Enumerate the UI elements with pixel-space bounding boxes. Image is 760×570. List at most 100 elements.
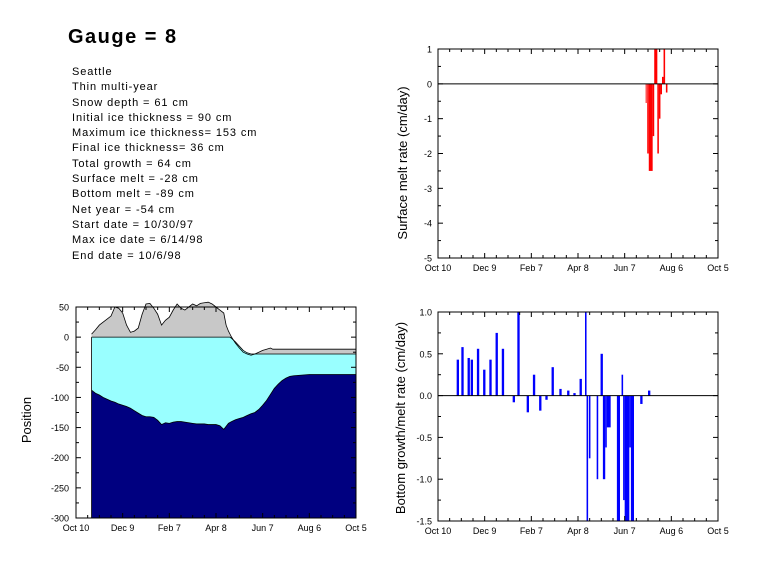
x-tick-label: Aug 6 [660, 526, 684, 536]
bar-2-30 [623, 395, 625, 501]
x-tick-label: Jun 7 [614, 263, 636, 273]
y-tick-label: -1 [424, 114, 432, 124]
bar-2-28 [616, 395, 620, 521]
y-tick-label: -300 [51, 514, 69, 524]
ice-bottom-line [91, 374, 356, 430]
x-tick-label: Feb 7 [520, 526, 543, 536]
info-surface-melt: Surface melt = -28 cm [72, 173, 199, 186]
bar-2-8 [501, 348, 505, 396]
y-tick-label: 1 [427, 45, 432, 55]
bar-1-5 [657, 83, 659, 154]
info-max-thickness: Maximum ice thickness= 153 cm [72, 127, 258, 140]
plot-frame [437, 48, 719, 259]
y-tick-label: -250 [51, 483, 69, 493]
x-tick-label: Oct 10 [425, 526, 452, 536]
x-tick-label: Jun 7 [614, 526, 636, 536]
bar-2-18 [573, 393, 576, 396]
bar-2-7 [495, 332, 498, 396]
bar-1-8 [662, 76, 664, 84]
info-net-year: Net year = -54 cm [72, 203, 176, 216]
bar-2-32 [629, 395, 631, 448]
info-snow-depth: Snow depth = 61 cm [72, 96, 189, 109]
bar-1-2 [648, 83, 653, 171]
bar-2-23 [596, 395, 599, 480]
info-start-date: Start date = 10/30/97 [72, 218, 194, 231]
x-tick-label: Oct 10 [63, 523, 90, 533]
bar-1-9 [663, 49, 666, 84]
x-tick-label: Apr 8 [567, 263, 589, 273]
info-location: Seattle [72, 66, 113, 78]
x-tick-label: Oct 5 [707, 526, 729, 536]
y-tick-label: 50 [59, 303, 69, 313]
bar-2-31 [624, 395, 630, 521]
bar-2-27 [606, 395, 611, 428]
bar-2-16 [559, 388, 562, 396]
bar-2-35 [648, 390, 651, 396]
x-tick-label: Aug 6 [660, 263, 684, 273]
bar-2-20 [585, 312, 587, 396]
bar-2-13 [539, 395, 542, 411]
y-tick-label: -150 [51, 423, 69, 433]
bar-2-34 [640, 395, 643, 404]
info-max-ice-date: Max ice date = 6/14/98 [72, 234, 204, 247]
bar-1-3 [652, 83, 655, 137]
bar-1-10 [665, 83, 668, 93]
y-tick-label: -2 [424, 149, 432, 159]
bar-2-17 [567, 390, 570, 396]
bar-2-14 [545, 395, 548, 400]
y-tick-label: 0 [427, 79, 432, 89]
info-final-thickness: Final ice thickness= 36 cm [72, 142, 225, 155]
bar-1-1 [647, 83, 649, 154]
bar-2-2 [467, 357, 470, 396]
x-tick-label: Feb 7 [158, 523, 181, 533]
ice-area [91, 337, 357, 430]
bar-2-33 [630, 395, 634, 521]
chart-title: Gauge = 8 [68, 26, 178, 48]
y-axis-label: Surface melt rate (cm/day) [395, 86, 410, 239]
bar-2-21 [586, 395, 589, 521]
plot-frame [437, 311, 719, 522]
info-block: Seattle Thin multi-year Snow depth = 61 … [72, 65, 257, 264]
y-tick-label: -3 [424, 184, 432, 194]
x-tick-label: Feb 7 [520, 263, 543, 273]
bar-1-6 [658, 83, 661, 119]
y-tick-label: 0.5 [419, 349, 432, 359]
bar-2-24 [600, 353, 603, 396]
info-end-date: End date = 10/6/98 [72, 249, 182, 262]
y-tick-label: -4 [424, 219, 432, 229]
bar-2-4 [476, 348, 480, 396]
y-tick-label: -200 [51, 453, 69, 463]
y-axis-label: Position [19, 397, 34, 443]
y-tick-label: 0.0 [419, 391, 432, 401]
bar-2-3 [470, 359, 473, 396]
bar-2-19 [579, 378, 582, 396]
y-tick-label: -100 [51, 393, 69, 403]
x-tick-label: Dec 9 [473, 526, 497, 536]
ocean-area [91, 374, 357, 518]
info-bottom-melt: Bottom melt = -89 cm [72, 188, 195, 201]
bar-2-0 [456, 359, 459, 396]
y-tick-label: -1.0 [416, 475, 432, 485]
x-tick-label: Apr 8 [567, 526, 589, 536]
bar-1-7 [660, 83, 662, 95]
bar-2-25 [602, 395, 606, 480]
bar-2-5 [483, 369, 486, 396]
x-tick-label: Dec 9 [473, 263, 497, 273]
y-tick-label: -50 [56, 363, 69, 373]
bar-2-26 [605, 395, 607, 448]
y-tick-label: -0.5 [416, 433, 432, 443]
bar-2-9 [512, 395, 515, 403]
x-tick-label: Aug 6 [298, 523, 322, 533]
bar-2-29 [621, 374, 624, 396]
y-axis-label: Bottom growth/melt rate (cm/day) [393, 322, 408, 514]
y-tick-label: -1.5 [416, 517, 432, 527]
info-total-growth: Total growth = 64 cm [72, 157, 192, 170]
ice-surface-line [91, 336, 356, 355]
y-tick-label: -5 [424, 254, 432, 264]
bar-2-15 [551, 367, 554, 396]
info-initial-thickness: Initial ice thickness = 90 cm [72, 111, 233, 124]
y-tick-label: 1.0 [419, 308, 432, 318]
snow-area [91, 302, 357, 356]
bar-2-1 [461, 347, 464, 396]
